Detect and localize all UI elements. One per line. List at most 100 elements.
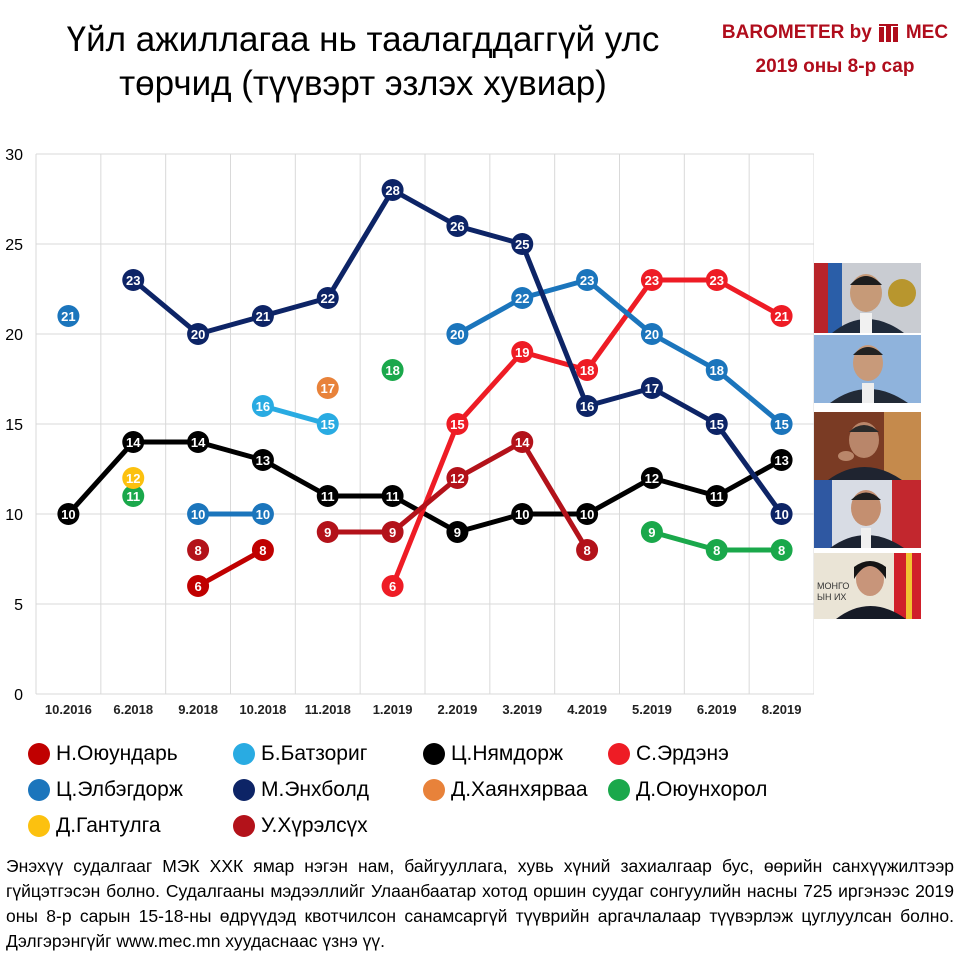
data-label: 11 <box>321 489 335 504</box>
data-point <box>640 521 663 543</box>
data-label: 8 <box>259 543 266 558</box>
data-label: 14 <box>191 435 206 450</box>
legend-marker-icon <box>233 743 255 765</box>
data-point <box>122 269 145 291</box>
data-point <box>187 575 210 597</box>
legend-item: Н.Оюундарь <box>28 742 178 766</box>
data-label: 12 <box>450 471 464 486</box>
chart-title: Үйл ажиллагаа нь таалагддаггүй улс төрчи… <box>66 20 660 103</box>
data-point <box>446 215 469 237</box>
brand-line: BAROMETER by MEC <box>712 22 958 44</box>
data-point <box>251 503 274 525</box>
data-label: 9 <box>324 525 331 540</box>
data-label: 23 <box>580 273 594 288</box>
data-point <box>576 269 599 291</box>
data-point <box>511 233 534 255</box>
x-tick-label: 9.2018 <box>178 702 218 717</box>
svg-text:ЫН ИХ: ЫН ИХ <box>817 592 846 602</box>
survey-methodology-note: Энэхүү судалгааг МЭК ХХК ямар нэгэн нам,… <box>6 856 954 951</box>
data-point <box>381 179 404 201</box>
data-label: 11 <box>710 489 724 504</box>
data-label: 25 <box>515 237 529 252</box>
data-point <box>705 485 728 507</box>
data-label: 13 <box>256 453 270 468</box>
data-point <box>251 305 274 327</box>
data-label: 23 <box>126 273 140 288</box>
data-point <box>705 413 728 435</box>
x-tick-label: 11.2018 <box>305 702 351 717</box>
brand-logo-text: MEC <box>905 22 949 43</box>
data-label: 20 <box>450 327 464 342</box>
data-label: 14 <box>515 435 530 450</box>
legend-item: Д.Гантулга <box>28 814 161 838</box>
y-tick-label-20: 20 <box>5 327 23 344</box>
data-label: 11 <box>126 489 140 504</box>
x-tick-label: 4.2019 <box>567 702 607 717</box>
chart-area: 0 5 10 15 20 25 30 10.2016 6.2018 9.2018 10.2018 11… <box>0 140 814 730</box>
survey-date: 2019 оны 8-р сар <box>755 56 915 77</box>
brand-name: BAROMETER by <box>721 22 872 43</box>
data-point <box>381 575 404 597</box>
data-label: 10 <box>61 507 75 522</box>
photo-politician-4 <box>814 480 921 548</box>
data-point <box>446 413 469 435</box>
data-point <box>576 395 599 417</box>
data-label: 9 <box>648 525 655 540</box>
data-point <box>316 521 339 543</box>
data-point <box>705 359 728 381</box>
data-point <box>770 449 793 471</box>
data-label: 13 <box>774 453 788 468</box>
data-point <box>705 539 728 561</box>
data-label: 22 <box>321 291 335 306</box>
legend-label: Д.Гантулга <box>56 814 161 837</box>
data-point <box>511 431 534 453</box>
data-point <box>511 287 534 309</box>
legend-item: С.Эрдэнэ <box>608 742 729 766</box>
data-label: 16 <box>256 399 270 414</box>
x-tick-label: 6.2019 <box>697 702 737 717</box>
data-label: 11 <box>386 489 400 504</box>
legend-item: Д.Хаянхярваа <box>423 778 588 802</box>
data-point <box>251 539 274 561</box>
x-tick-label: 2.2019 <box>438 702 478 717</box>
data-point <box>316 485 339 507</box>
legend-label: Д.Оюунхорол <box>636 778 768 801</box>
legend-item: Б.Батзориг <box>233 742 367 766</box>
photo-politician-1 <box>814 263 921 333</box>
x-tick-label: 10.2016 <box>45 702 92 717</box>
data-label: 6 <box>194 579 201 594</box>
data-point <box>511 503 534 525</box>
data-label: 10 <box>256 507 270 522</box>
legend-item: Ц.Нямдорж <box>423 742 563 766</box>
y-tick-label-0: 0 <box>14 687 23 704</box>
data-point <box>770 413 793 435</box>
legend-marker-icon <box>423 779 445 801</box>
data-point <box>446 521 469 543</box>
series-line-4 <box>454 277 785 427</box>
data-point <box>446 323 469 345</box>
legend-item: М.Энхболд <box>233 778 369 802</box>
data-label: 12 <box>126 471 140 486</box>
x-tick-label: 1.2019 <box>373 702 413 717</box>
x-tick-label: 5.2019 <box>632 702 672 717</box>
data-point <box>187 323 210 345</box>
data-label: 8 <box>713 543 720 558</box>
data-label: 21 <box>61 309 75 324</box>
legend-label: Д.Хаянхярваа <box>451 778 588 801</box>
data-label: 16 <box>580 399 594 414</box>
data-point <box>57 503 80 525</box>
data-label: 23 <box>645 273 659 288</box>
data-label: 20 <box>645 327 659 342</box>
legend-label: М.Энхболд <box>261 778 370 801</box>
svg-text:МОНГО: МОНГО <box>817 581 849 591</box>
data-label: 18 <box>710 363 724 378</box>
photo-politician-2 <box>814 335 921 403</box>
data-point <box>770 305 793 327</box>
y-tick-label-25: 25 <box>5 237 23 254</box>
data-point <box>122 467 145 489</box>
data-point <box>511 341 534 363</box>
data-label: 21 <box>256 309 270 324</box>
y-tick-label-10: 10 <box>5 507 23 524</box>
data-label: 23 <box>710 273 724 288</box>
data-label: 15 <box>774 417 788 432</box>
